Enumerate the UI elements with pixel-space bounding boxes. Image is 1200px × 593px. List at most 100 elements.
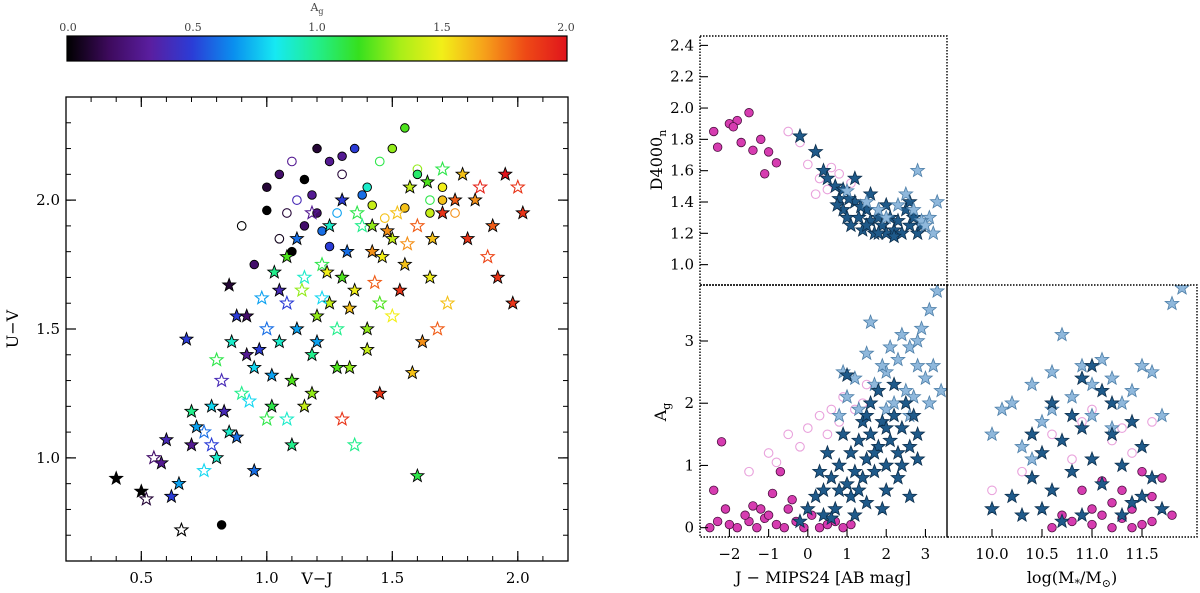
ag-mass-star-point bbox=[1024, 469, 1040, 485]
uvj-star-point bbox=[490, 269, 506, 284]
ag-mass-open-circle-point bbox=[1017, 466, 1027, 477]
d4000-frame bbox=[699, 35, 948, 286]
uvj-star-point bbox=[392, 282, 408, 297]
ag-mass-star-point bbox=[1174, 285, 1190, 295]
ag-jmips-circle-point bbox=[814, 522, 825, 533]
ag-jmips-star-point bbox=[878, 401, 895, 417]
ag-jmips-circle-point bbox=[720, 504, 731, 514]
d4000-circle-point bbox=[748, 145, 758, 156]
uvj-star-point bbox=[439, 294, 456, 310]
ag-jmips-star-point bbox=[866, 463, 883, 479]
uvj-star-point bbox=[309, 308, 325, 323]
uvj-star-point bbox=[304, 385, 320, 400]
uvj-circle-point bbox=[387, 143, 398, 154]
ag-jmips-star-point bbox=[925, 357, 942, 373]
uvj-star-point bbox=[334, 192, 350, 207]
d4000-star-point bbox=[886, 228, 903, 244]
uvj-y-tick-label: 1.5 bbox=[36, 320, 60, 338]
d4000-star-point bbox=[905, 201, 922, 217]
ag-mass-star-point bbox=[1014, 438, 1030, 454]
uvj-star-point bbox=[497, 166, 513, 181]
uvj-circle-point bbox=[287, 156, 297, 167]
ag-mass-star-point bbox=[1124, 413, 1140, 429]
ag-jmips-star-point bbox=[835, 425, 852, 442]
ag-jmips-star-point bbox=[893, 326, 910, 342]
ag-mass-star-point bbox=[1024, 376, 1040, 392]
ag-jmips-circle-point bbox=[709, 485, 719, 496]
ag-mass-star-point bbox=[1124, 494, 1140, 510]
ag-mass-star-point bbox=[1054, 513, 1070, 529]
ag-mass-circle-point bbox=[1067, 516, 1077, 527]
d4000-open-circle-point bbox=[834, 168, 845, 179]
uvj-panel: 0.5 1.0 1.5 2.0 1.0 1.5 2.0 V−J U−V bbox=[3, 96, 569, 588]
ag-jmips-star-point bbox=[850, 481, 867, 498]
ag-jmips-circle-point bbox=[716, 437, 727, 447]
ag-jmips-star-point bbox=[823, 469, 840, 485]
ag-jmips-frame bbox=[699, 284, 948, 538]
ag-mass-star-point bbox=[1124, 382, 1140, 398]
uvj-star-point bbox=[271, 282, 288, 297]
uvj-star-point bbox=[334, 269, 350, 284]
d4000-star-point bbox=[870, 224, 887, 241]
ag-jmips-star-point bbox=[858, 407, 875, 423]
uvj-star-point bbox=[364, 243, 380, 259]
d4000-star-point bbox=[819, 170, 836, 186]
ag-jmips-x-tick-label: −1 bbox=[758, 545, 780, 563]
uvj-x-tick-label: 1.5 bbox=[380, 569, 404, 587]
uvj-y-tick-label: 1.0 bbox=[36, 449, 60, 467]
uvj-star-point bbox=[379, 222, 395, 238]
d4000-y-tick-label: 1.8 bbox=[670, 130, 694, 148]
ag-mass-star-point bbox=[1054, 432, 1070, 448]
uvj-star-point bbox=[233, 385, 250, 401]
uvj-star-point bbox=[321, 217, 338, 233]
uvj-star-point bbox=[178, 331, 195, 346]
uvj-circle-point bbox=[262, 205, 272, 216]
uvj-star-point bbox=[145, 449, 162, 465]
ag-jmips-star-point bbox=[913, 320, 930, 336]
ag-jmips-open-circle-point bbox=[826, 404, 837, 415]
d4000-star-point bbox=[878, 209, 895, 225]
uvj-star-point bbox=[266, 264, 283, 279]
d4000-star-point bbox=[929, 193, 946, 209]
ag-mass-star-point bbox=[1164, 295, 1180, 311]
colorbar-gradient bbox=[66, 35, 568, 62]
ag-jmips-star-point bbox=[843, 444, 859, 460]
uvj-star-point bbox=[409, 217, 426, 233]
uvj-star-point bbox=[467, 192, 483, 207]
ag-jmips-star-point bbox=[870, 438, 887, 454]
uvj-star-point bbox=[422, 269, 438, 284]
ag-jmips-star-point bbox=[831, 481, 848, 498]
ag-mass-star-point bbox=[1104, 394, 1120, 410]
uvj-circle-point bbox=[425, 195, 435, 205]
d4000-circle-point bbox=[728, 122, 739, 132]
d4000-star-point bbox=[862, 185, 879, 201]
uvj-star-point bbox=[208, 449, 225, 465]
ag-mass-star-point bbox=[1104, 425, 1120, 442]
ag-jmips-y-tick-label: 1 bbox=[684, 456, 694, 474]
ag-jmips-circle-point bbox=[787, 494, 797, 505]
ag-jmips-star-point bbox=[878, 481, 895, 498]
ag-mass-star-point bbox=[1044, 394, 1060, 410]
uvj-star-point bbox=[239, 308, 255, 323]
uvj-star-point bbox=[341, 359, 358, 375]
ag-mass-star-point bbox=[1074, 506, 1090, 522]
uvj-star-point bbox=[279, 248, 295, 264]
ag-jmips-star-point bbox=[905, 407, 922, 423]
ag-mass-star-point bbox=[1034, 500, 1050, 516]
uvj-circle-point bbox=[299, 221, 310, 231]
uvj-star-point bbox=[424, 230, 441, 246]
uvj-star-point bbox=[346, 436, 363, 452]
d4000-star-point bbox=[843, 217, 859, 233]
ag-mass-star-point bbox=[1094, 382, 1110, 398]
ag-mass-star-point bbox=[1004, 394, 1020, 410]
uvj-star-point bbox=[203, 398, 220, 413]
ag-jmips-circle-point bbox=[756, 504, 766, 514]
ag-jmips-star-point bbox=[792, 513, 808, 529]
uvj-star-point bbox=[221, 277, 237, 292]
uvj-circle-point bbox=[307, 190, 317, 200]
d4000-star-point bbox=[807, 143, 824, 159]
uvj-circle-point bbox=[249, 259, 259, 270]
uvj-star-point bbox=[402, 179, 418, 194]
d4000-y-tick-label: 2.4 bbox=[670, 36, 694, 54]
uvj-star-point bbox=[309, 333, 325, 349]
